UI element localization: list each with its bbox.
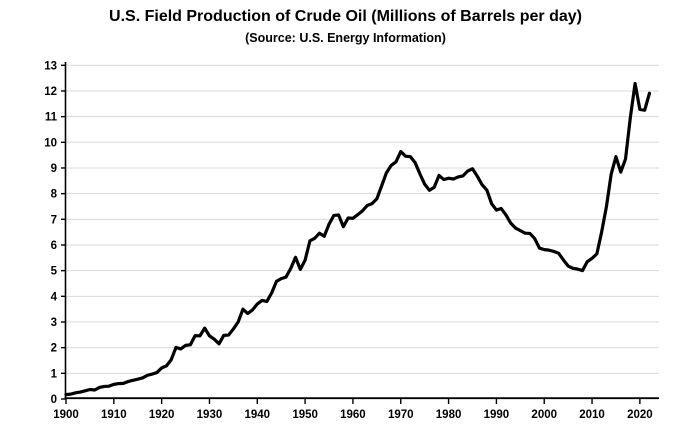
svg-text:10: 10 (44, 137, 57, 149)
svg-text:7: 7 (51, 214, 57, 226)
svg-text:1910: 1910 (101, 409, 127, 421)
svg-text:1950: 1950 (292, 409, 318, 421)
chart-subtitle: (Source: U.S. Energy Information) (245, 31, 446, 45)
svg-text:1980: 1980 (436, 409, 462, 421)
svg-text:9: 9 (51, 163, 57, 175)
chart-title: U.S. Field Production of Crude Oil (Mill… (109, 8, 582, 25)
svg-text:2020: 2020 (627, 409, 653, 421)
svg-text:3: 3 (51, 317, 57, 329)
svg-text:4: 4 (51, 291, 58, 303)
svg-text:11: 11 (45, 112, 58, 124)
svg-text:13: 13 (44, 60, 57, 72)
tick-marks (61, 64, 641, 404)
axes (64, 62, 659, 400)
data-line-series (64, 81, 652, 397)
svg-text:2010: 2010 (579, 409, 605, 421)
svg-text:5: 5 (51, 266, 58, 278)
gridlines (66, 64, 659, 374)
svg-text:1920: 1920 (149, 409, 175, 421)
svg-text:2: 2 (51, 343, 57, 355)
svg-text:12: 12 (44, 86, 57, 98)
svg-text:2000: 2000 (531, 409, 557, 421)
svg-text:1900: 1900 (53, 409, 79, 421)
svg-text:1940: 1940 (244, 409, 270, 421)
svg-text:1930: 1930 (197, 409, 223, 421)
svg-text:1960: 1960 (340, 409, 366, 421)
svg-text:1990: 1990 (484, 409, 510, 421)
svg-text:6: 6 (51, 240, 57, 252)
svg-text:0: 0 (51, 394, 57, 406)
x-axis-tick-labels: 1900 1910 1920 1930 1940 1950 1960 1970 1980 1990… (53, 409, 652, 421)
svg-text:8: 8 (51, 189, 58, 201)
svg-text:1970: 1970 (388, 409, 414, 421)
svg-text:1: 1 (51, 368, 58, 380)
